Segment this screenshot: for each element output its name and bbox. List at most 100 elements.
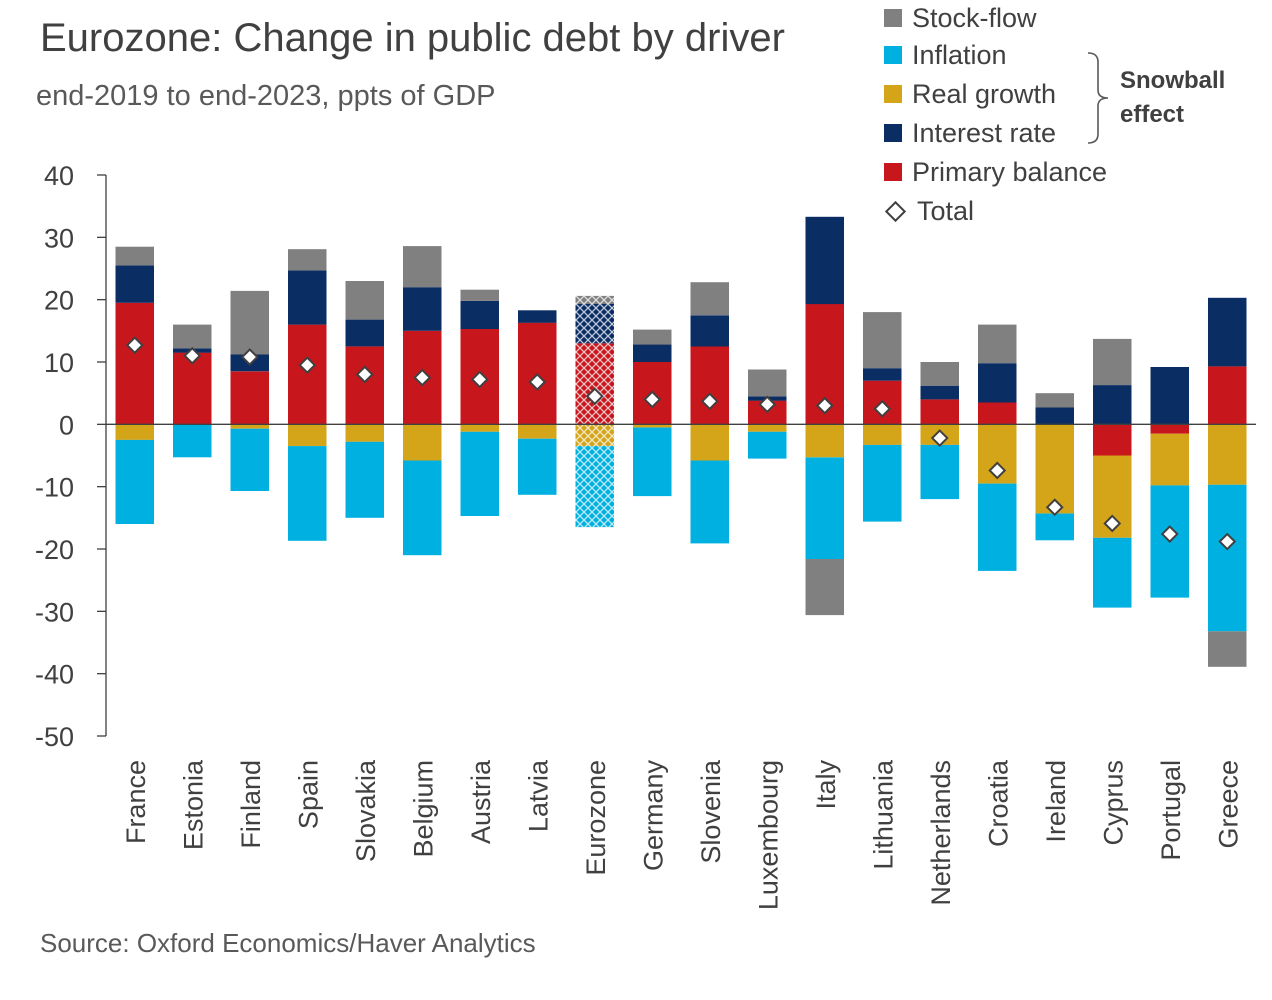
bar-finland-inflation [230, 428, 269, 491]
bar-germany-inflation [633, 427, 672, 497]
legend-label-real-growth: Real growth [912, 78, 1057, 109]
total-marker-cyprus [1103, 514, 1122, 533]
bar-italy-real-growth [805, 424, 844, 458]
category-label-luxembourg: Luxembourg [753, 760, 783, 910]
legend-label-stock-flow: Stock-flow [912, 2, 1037, 33]
bar-luxembourg-real-growth [748, 424, 787, 432]
category-label-finland: Finland [236, 760, 266, 849]
bar-france-stock-flow [115, 246, 154, 266]
bar-france-primary-balance [115, 302, 154, 425]
bar-austria-real-growth [460, 424, 499, 432]
bar-luxembourg-inflation [748, 431, 787, 459]
legend-item-total: Total [884, 193, 974, 229]
bar-france-interest-rate [115, 265, 154, 303]
snowball-effect-label: Snowball effect [1120, 64, 1225, 132]
bar-slovakia-primary-balance [345, 346, 384, 425]
bar-ireland-inflation [1035, 513, 1074, 541]
y-tick-label-0: 0 [59, 410, 74, 440]
category-label-france: France [121, 760, 151, 844]
y-tick-label-40: 40 [44, 161, 74, 191]
bar-pattern-eurozone-primary-balance [575, 343, 614, 425]
snowball-label-line2: effect [1120, 101, 1185, 128]
bar-cyprus-interest-rate [1093, 385, 1132, 425]
total-marker-france [125, 336, 144, 355]
total-marker-austria [470, 370, 489, 389]
category-label-cyprus: Cyprus [1098, 760, 1128, 846]
legend-swatch-inflation [884, 46, 902, 64]
category-label-belgium: Belgium [408, 760, 438, 858]
bar-greece-real-growth [1208, 424, 1247, 485]
bar-slovakia-real-growth [345, 424, 384, 442]
y-tick-label-neg40: -40 [35, 660, 74, 690]
legend: Stock-flow Inflation Real growth Interes… [884, 0, 1272, 232]
bars-group [115, 216, 1247, 667]
total-marker-belgium [413, 368, 432, 387]
legend-swatch-real-growth [884, 85, 902, 103]
y-tick-label-20: 20 [44, 286, 74, 316]
bar-germany-interest-rate [633, 344, 672, 362]
legend-swatch-stock-flow [884, 9, 902, 27]
category-label-lithuania: Lithuania [868, 759, 898, 870]
chart-title: Eurozone: Change in public debt by drive… [40, 16, 785, 60]
bar-spain-primary-balance [288, 324, 327, 425]
bar-slovenia-inflation [690, 460, 729, 544]
snowball-label-line1: Snowball [1120, 67, 1226, 94]
bar-slovenia-real-growth [690, 424, 729, 461]
y-tick-label-neg30: -30 [35, 597, 74, 627]
bar-slovakia-interest-rate [345, 319, 384, 347]
category-label-slovenia: Slovenia [696, 759, 726, 864]
legend-label-primary-balance: Primary balance [912, 156, 1108, 187]
bar-belgium-interest-rate [403, 287, 442, 331]
bar-croatia-stock-flow [978, 324, 1017, 364]
bar-spain-stock-flow [288, 249, 327, 271]
bar-belgium-inflation [403, 460, 442, 556]
total-marker-croatia [988, 461, 1007, 480]
bar-cyprus-primary-balance [1093, 424, 1132, 456]
snowball-bracket-icon [1087, 52, 1109, 144]
bar-slovenia-stock-flow [690, 282, 729, 316]
legend-item-stock-flow: Stock-flow [884, 0, 1037, 36]
bar-ireland-interest-rate [1035, 407, 1074, 425]
total-marker-estonia [183, 346, 202, 365]
bar-greece-inflation [1208, 484, 1247, 632]
bar-france-real-growth [115, 424, 154, 440]
category-label-latvia: Latvia [523, 759, 553, 832]
bar-netherlands-stock-flow [920, 362, 959, 386]
chart-subtitle: end-2019 to end-2023, ppts of GDP [36, 80, 496, 112]
bar-ireland-stock-flow [1035, 393, 1074, 408]
bar-netherlands-inflation [920, 444, 959, 500]
bar-luxembourg-stock-flow [748, 369, 787, 397]
bar-austria-interest-rate [460, 300, 499, 329]
category-label-greece: Greece [1213, 760, 1243, 849]
bar-estonia-stock-flow [173, 324, 212, 349]
bar-lithuania-interest-rate [863, 368, 902, 381]
total-marker-finland [240, 348, 259, 366]
bar-latvia-real-growth [518, 424, 557, 439]
total-marker-ireland [1045, 498, 1064, 517]
bar-finland-primary-balance [230, 371, 269, 425]
total-marker-spain [298, 356, 317, 375]
legend-swatch-interest-rate [884, 124, 902, 142]
category-label-netherlands: Netherlands [926, 760, 956, 906]
category-label-germany: Germany [638, 760, 668, 872]
bar-greece-interest-rate [1208, 297, 1247, 367]
y-tick-label-neg20: -20 [35, 535, 74, 565]
bar-spain-inflation [288, 446, 327, 541]
bar-pattern-eurozone-real-growth [575, 424, 614, 447]
category-label-slovakia: Slovakia [351, 759, 381, 862]
y-tick-label-30: 30 [44, 223, 74, 253]
bar-finland-real-growth [230, 424, 269, 429]
total-marker-latvia [528, 373, 547, 391]
bar-germany-real-growth [633, 424, 672, 428]
legend-label-interest-rate: Interest rate [912, 117, 1057, 148]
bar-cyprus-inflation [1093, 537, 1132, 608]
total-marker-netherlands [930, 429, 949, 447]
bar-germany-stock-flow [633, 329, 672, 345]
category-label-eurozone: Eurozone [581, 760, 611, 876]
bar-estonia-inflation [173, 424, 212, 458]
y-tick-label-neg50: -50 [35, 722, 74, 752]
source-note: Source: Oxford Economics/Haver Analytics [40, 928, 536, 958]
category-label-portugal: Portugal [1156, 760, 1186, 861]
total-marker-portugal [1160, 525, 1179, 543]
